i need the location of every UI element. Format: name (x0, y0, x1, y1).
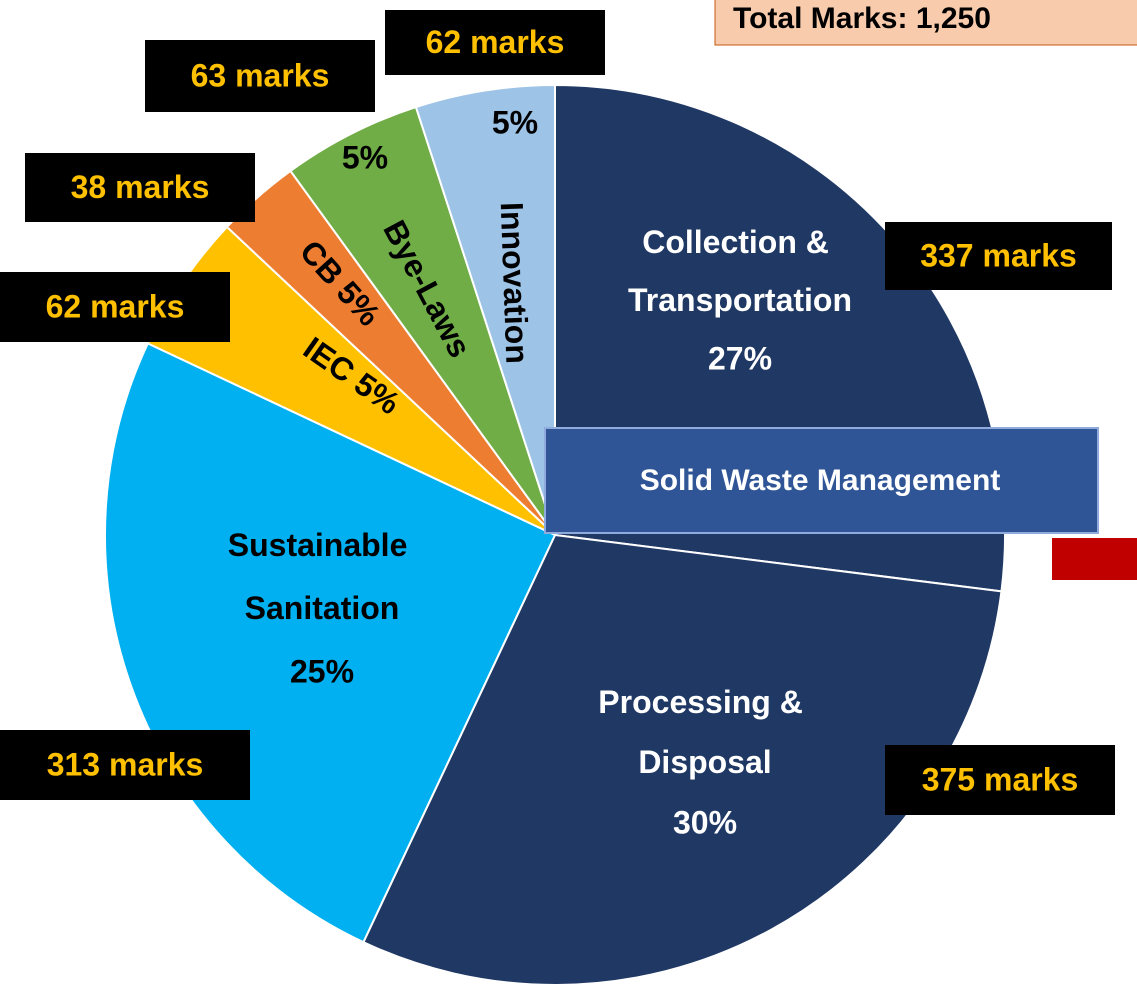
slice-value-label: 25% (290, 653, 354, 689)
marks-label: 62 marks (426, 24, 565, 60)
slice-value-label: 27% (708, 340, 772, 376)
pie-slice (414, 83, 556, 536)
slice-label: Collection & Transportation (628, 224, 852, 318)
marks-box (885, 222, 1112, 290)
decoration (1052, 538, 1137, 580)
center-label-box (544, 427, 1099, 534)
marks-label: 63 marks (191, 57, 330, 93)
slice-label: CB 5% (293, 234, 388, 333)
slice-value-label: 5% (492, 104, 538, 140)
pie-slice (362, 533, 1003, 986)
marks-label: 337 marks (920, 237, 1077, 273)
marks-label: 375 marks (922, 761, 1079, 797)
slice-value-label: 30% (673, 804, 737, 840)
marks-box (0, 730, 250, 800)
marks-box (145, 40, 375, 112)
marks-label: 313 marks (47, 746, 204, 782)
slice-value-label: 5% (342, 139, 388, 175)
marks-box (25, 153, 255, 222)
marks-label: 62 marks (46, 288, 185, 324)
marks-label: 38 marks (71, 169, 210, 205)
chart-title: Total Marks: 1,250 (733, 2, 991, 35)
slice-label: Innovation (494, 201, 536, 364)
slice-label: Sustainable Sanitation (228, 527, 417, 626)
marks-box (0, 272, 230, 342)
marks-box (385, 10, 605, 75)
slice-label: Processing & Disposal (598, 684, 811, 780)
title-box (714, 0, 1137, 46)
center-label: Solid Waste Management (640, 464, 1001, 497)
marks-box (885, 745, 1115, 815)
